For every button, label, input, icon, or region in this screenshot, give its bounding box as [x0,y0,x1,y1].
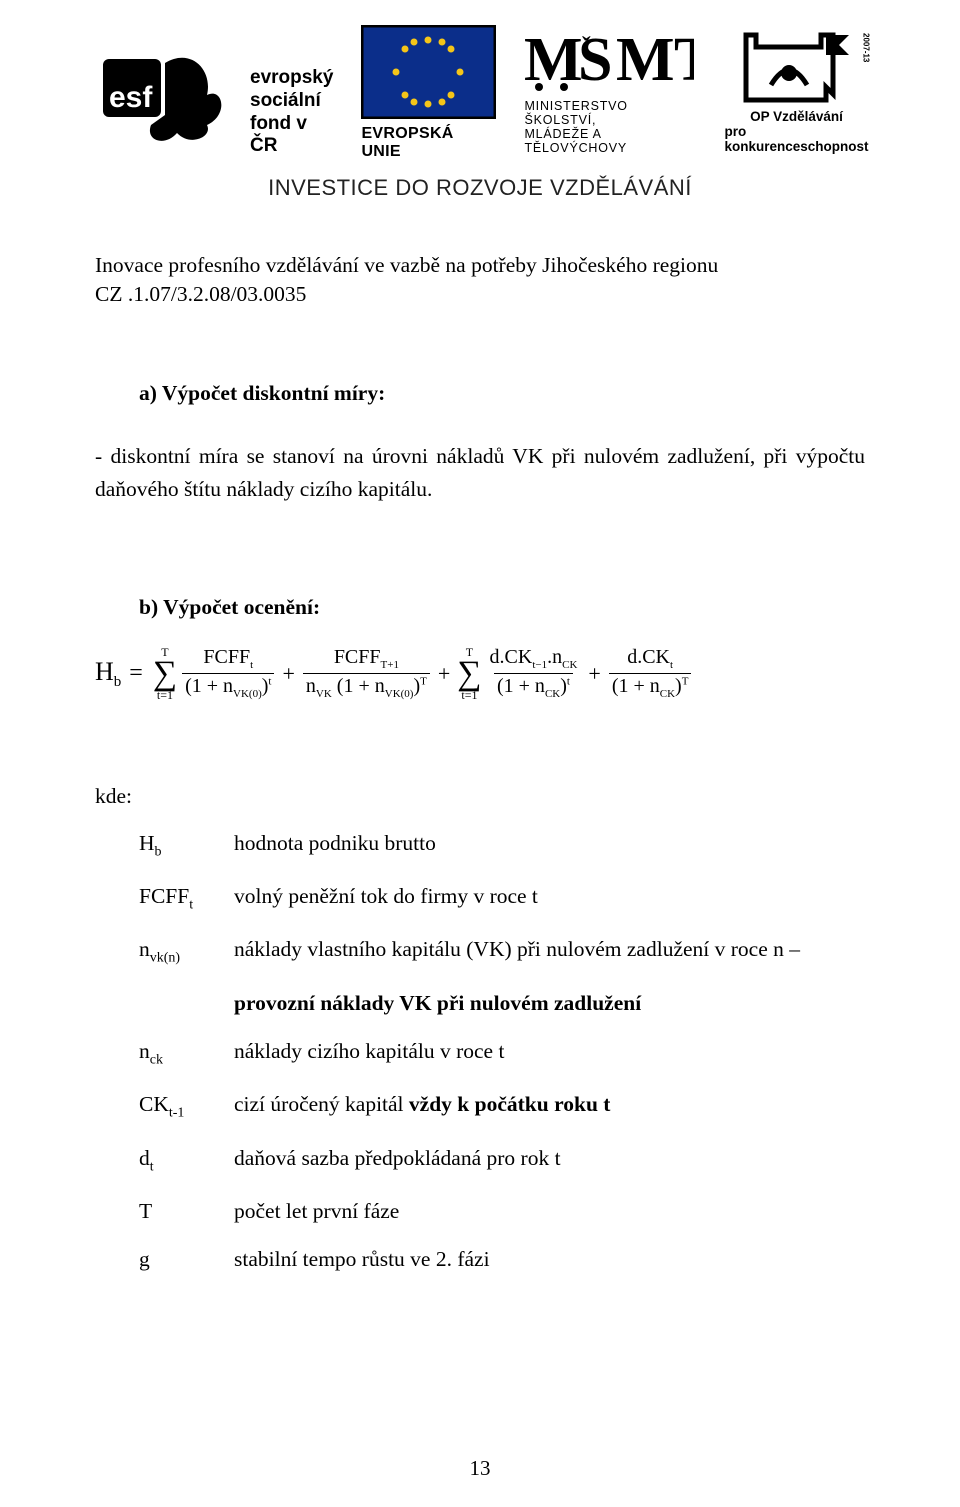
kde-label: kde: [95,784,865,809]
project-line1: Inovace profesního vzdělávání ve vazbě n… [95,251,865,280]
msmt-icon: M ˇ S M T [524,25,694,95]
plus-3: + [588,661,600,687]
definition-text: náklady cizího kapitálu v roce t [234,1041,865,1067]
eu-flag-icon [361,25,496,119]
frac-1: FCFFt (1 + nVK(0))t [182,647,274,700]
section-b-title: b) Výpočet ocenění: [139,595,865,620]
esf-text-2: sociální [250,90,333,113]
eu-logo: EVROPSKÁ UNIE [361,25,496,161]
op-line2: pro konkurenceschopnost [724,124,868,154]
section-a-title: a) Výpočet diskontní míry: [139,381,865,406]
formula: Hb = T ∑ t=1 FCFFt (1 + nVK(0))t + FCFFT… [95,646,865,702]
logo-row: esf evropský sociální fond v ČR EVROPSKÁ… [95,20,865,161]
definition-row: FCFFtvolný peněžní tok do firmy v roce t [139,886,865,912]
definition-row: Hbhodnota podniku brutto [139,833,865,859]
op-icon [731,25,861,105]
definition-symbol: Hb [139,833,234,859]
definition-symbol: nck [139,1041,234,1067]
definition-row: ncknáklady cizího kapitálu v roce t [139,1041,865,1067]
svg-text:esf: esf [109,81,153,114]
esf-logo: esf [95,25,230,145]
definition-text: volný peněžní tok do firmy v roce t [234,886,865,912]
sum-2: T ∑ t=1 [457,646,481,702]
definition-symbol: dt [139,1148,234,1174]
svg-text:T: T [674,26,694,94]
definition-row: Tpočet let první fáze [139,1201,865,1223]
definition-text: hodnota podniku brutto [234,833,865,859]
definition-row: gstabilní tempo růstu ve 2. fázi [139,1249,865,1271]
esf-text-3: fond v ČR [250,113,333,159]
formula-lhs: Hb [95,657,121,691]
sum-1: T ∑ t=1 [153,646,177,702]
esf-text-block: evropský sociální fond v ČR [250,25,333,158]
plus-2: + [438,661,450,687]
op-line1: OP Vzdělávání [750,109,843,124]
definition-row: nvk(n)náklady vlastního kapitálu (VK) př… [139,939,865,965]
eu-label: EVROPSKÁ UNIE [361,125,496,161]
definition-text: cizí úročený kapitál vždy k počátku roku… [234,1094,865,1120]
op-logo: 2007-13 OP Vzdělávání pro konkurencescho… [724,25,868,154]
frac-3: d.CKt−1.nCK (1 + nCK)t [487,647,581,700]
esf-logo-icon: esf [95,25,230,145]
msmt-line1: MINISTERSTVO ŠKOLSTVÍ, [524,99,694,127]
definition-symbol: FCFFt [139,886,234,912]
definition-text: počet let první fáze [234,1201,865,1223]
section-a-text: - diskontní míra se stanoví na úrovni ná… [95,440,865,507]
plus-1: + [282,661,294,687]
op-years: 2007-13 [861,33,870,62]
definition-symbol: nvk(n) [139,939,234,965]
definitions-list: Hbhodnota podniku brutto FCFFtvolný peněž… [95,833,865,1271]
definition-text: náklady vlastního kapitálu (VK) při nulo… [234,939,865,965]
page-number: 13 [0,1456,960,1481]
equals-sign: = [129,660,143,687]
esf-text-1: evropský [250,67,333,90]
definition-indent: provozní náklady VK při nulovém zadlužen… [234,993,865,1015]
definition-symbol: CKt-1 [139,1094,234,1120]
frac-2: FCFFT+1 nVK (1 + nVK(0))T [303,647,430,700]
msmt-line2: MLÁDEŽE A TĚLOVÝCHOVY [524,127,694,155]
msmt-logo: M ˇ S M T MINISTERSTVO ŠKOLSTVÍ, MLÁDEŽE… [524,25,694,155]
svg-text:M: M [616,26,675,94]
project-title: Inovace profesního vzdělávání ve vazbě n… [95,251,865,309]
frac-4: d.CKt (1 + nCK)T [609,647,692,700]
definition-row: dtdaňová sazba předpokládaná pro rok t [139,1148,865,1174]
definition-row: CKt-1cizí úročený kapitál vždy k počátku… [139,1094,865,1120]
definition-symbol: g [139,1249,234,1271]
definition-symbol: T [139,1201,234,1223]
definition-text: daňová sazba předpokládaná pro rok t [234,1148,865,1174]
svg-text:S: S [578,26,612,94]
investice-heading: INVESTICE DO ROZVOJE VZDĚLÁVÁNÍ [95,175,865,201]
project-line2: CZ .1.07/3.2.08/03.0035 [95,280,865,309]
definition-text: stabilní tempo růstu ve 2. fázi [234,1249,865,1271]
svg-text:M: M [524,26,583,94]
